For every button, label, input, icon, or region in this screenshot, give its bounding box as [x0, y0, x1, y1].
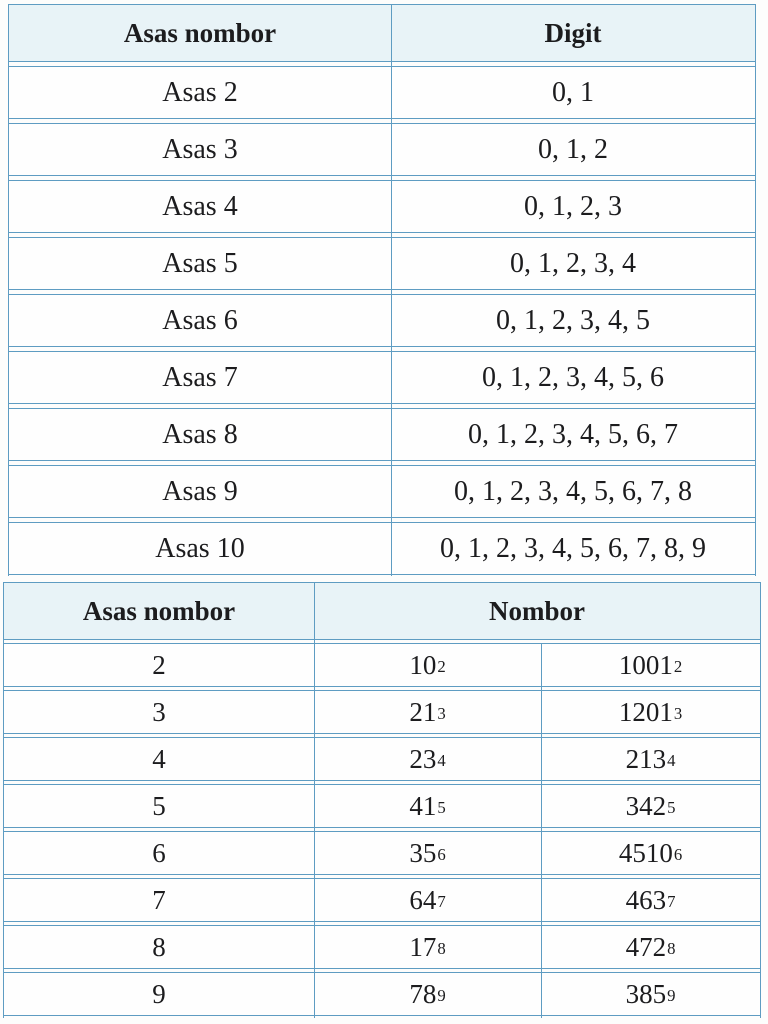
number-cell: 10 2	[409, 649, 446, 680]
base-cell: Asas 4	[162, 190, 238, 222]
number-cell: 78 9	[409, 978, 446, 1009]
base-number-table: Asas nombor Nombor 2 10 2 1001 2 3 21 3 120…	[3, 582, 761, 1018]
table-row: 5 41 5 342 5	[4, 784, 760, 828]
number-cell: 23 4	[409, 743, 446, 774]
number-cell: 17 8	[409, 931, 446, 962]
base-cell: Asas 7	[162, 361, 238, 393]
base-cell: Asas 2	[162, 76, 238, 108]
number-cell: 41 5	[409, 790, 446, 821]
table-row: 7 64 7 463 7	[4, 878, 760, 922]
number-cell: 64 7	[409, 884, 446, 915]
table2-header-base: Asas nombor	[82, 595, 236, 626]
table1-column-divider	[391, 4, 392, 576]
base-cell: 8	[152, 931, 166, 962]
number-value: 472	[625, 931, 667, 962]
number-cell: 1001 2	[618, 649, 683, 680]
base-digit-table: Asas nombor Digit Asas 2 0, 1 Asas 3 0, …	[8, 4, 756, 576]
table-row: 2 10 2 1001 2	[4, 643, 760, 687]
base-cell: Asas 8	[162, 418, 238, 450]
number-cell: 21 3	[409, 696, 446, 727]
table-row: 3 21 3 1201 3	[4, 690, 760, 734]
base-cell: 3	[152, 696, 166, 727]
number-value: 1001	[618, 649, 673, 680]
base-cell: Asas 9	[162, 475, 238, 507]
number-cell: 463 7	[625, 884, 676, 915]
number-cell: 35 6	[409, 837, 446, 868]
base-cell: 7	[152, 884, 166, 915]
table-row: Asas 9 0, 1, 2, 3, 4, 5, 6, 7, 8	[9, 465, 755, 518]
table2-header-number: Nombor	[489, 595, 585, 626]
digits-cell: 0, 1, 2, 3, 4	[510, 247, 636, 279]
base-cell: 6	[152, 837, 166, 868]
table1-header-row: Asas nombor Digit	[9, 4, 755, 62]
base-cell: Asas 5	[162, 247, 238, 279]
base-cell: 2	[152, 649, 166, 680]
digits-cell: 0, 1, 2	[538, 133, 608, 165]
digits-cell: 0, 1, 2, 3, 4, 5, 6	[482, 361, 664, 393]
digits-cell: 0, 1	[552, 76, 594, 108]
number-value: 4510	[618, 837, 673, 868]
digits-cell: 0, 1, 2, 3, 4, 5, 6, 7, 8	[454, 475, 692, 507]
table2-header-row: Asas nombor Nombor	[4, 582, 760, 640]
number-value: 35	[409, 837, 437, 868]
number-value: 342	[625, 790, 667, 821]
number-cell: 472 8	[625, 931, 676, 962]
table-row: Asas 7 0, 1, 2, 3, 4, 5, 6	[9, 351, 755, 404]
table-row: 9 78 9 385 9	[4, 972, 760, 1016]
number-value: 17	[409, 931, 437, 962]
table2-column-divider-1	[314, 582, 315, 1018]
table-row: 4 23 4 213 4	[4, 737, 760, 781]
digits-cell: 0, 1, 2, 3, 4, 5, 6, 7, 8, 9	[440, 532, 706, 564]
table-row: Asas 3 0, 1, 2	[9, 123, 755, 176]
table1-header-digit: Digit	[544, 17, 602, 48]
number-value: 213	[625, 743, 667, 774]
table-row: 6 35 6 4510 6	[4, 831, 760, 875]
table-row: Asas 2 0, 1	[9, 66, 755, 119]
table-row: Asas 10 0, 1, 2, 3, 4, 5, 6, 7, 8, 9	[9, 522, 755, 575]
number-value: 1201	[618, 696, 673, 727]
number-value: 463	[625, 884, 667, 915]
number-cell: 4510 6	[618, 837, 683, 868]
number-cell: 342 5	[625, 790, 676, 821]
number-cell: 1201 3	[618, 696, 683, 727]
base-cell: Asas 10	[155, 532, 245, 564]
table-row: Asas 8 0, 1, 2, 3, 4, 5, 6, 7	[9, 408, 755, 461]
number-value: 21	[409, 696, 437, 727]
number-cell: 385 9	[625, 978, 676, 1009]
digits-cell: 0, 1, 2, 3, 4, 5	[496, 304, 650, 336]
number-value: 78	[409, 978, 437, 1009]
table-row: Asas 4 0, 1, 2, 3	[9, 180, 755, 233]
number-value: 385	[625, 978, 667, 1009]
number-value: 23	[409, 743, 437, 774]
number-cell: 213 4	[625, 743, 676, 774]
table-row: Asas 6 0, 1, 2, 3, 4, 5	[9, 294, 755, 347]
table2-column-divider-2	[541, 643, 542, 1018]
table1-header-base: Asas nombor	[123, 17, 277, 48]
digits-cell: 0, 1, 2, 3	[524, 190, 622, 222]
base-cell: Asas 6	[162, 304, 238, 336]
number-value: 64	[409, 884, 437, 915]
number-value: 10	[409, 649, 437, 680]
base-cell: 4	[152, 743, 166, 774]
table-row: Asas 5 0, 1, 2, 3, 4	[9, 237, 755, 290]
base-cell: 9	[152, 978, 166, 1009]
digits-cell: 0, 1, 2, 3, 4, 5, 6, 7	[468, 418, 678, 450]
base-cell: 5	[152, 790, 166, 821]
number-value: 41	[409, 790, 437, 821]
table-row: 8 17 8 472 8	[4, 925, 760, 969]
base-cell: Asas 3	[162, 133, 238, 165]
